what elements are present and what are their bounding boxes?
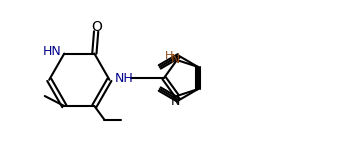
Text: NH: NH	[115, 71, 134, 85]
Text: H: H	[165, 51, 173, 61]
Text: N: N	[171, 53, 180, 66]
Text: HN: HN	[43, 45, 62, 58]
Text: N: N	[171, 95, 180, 108]
Text: O: O	[91, 20, 102, 34]
